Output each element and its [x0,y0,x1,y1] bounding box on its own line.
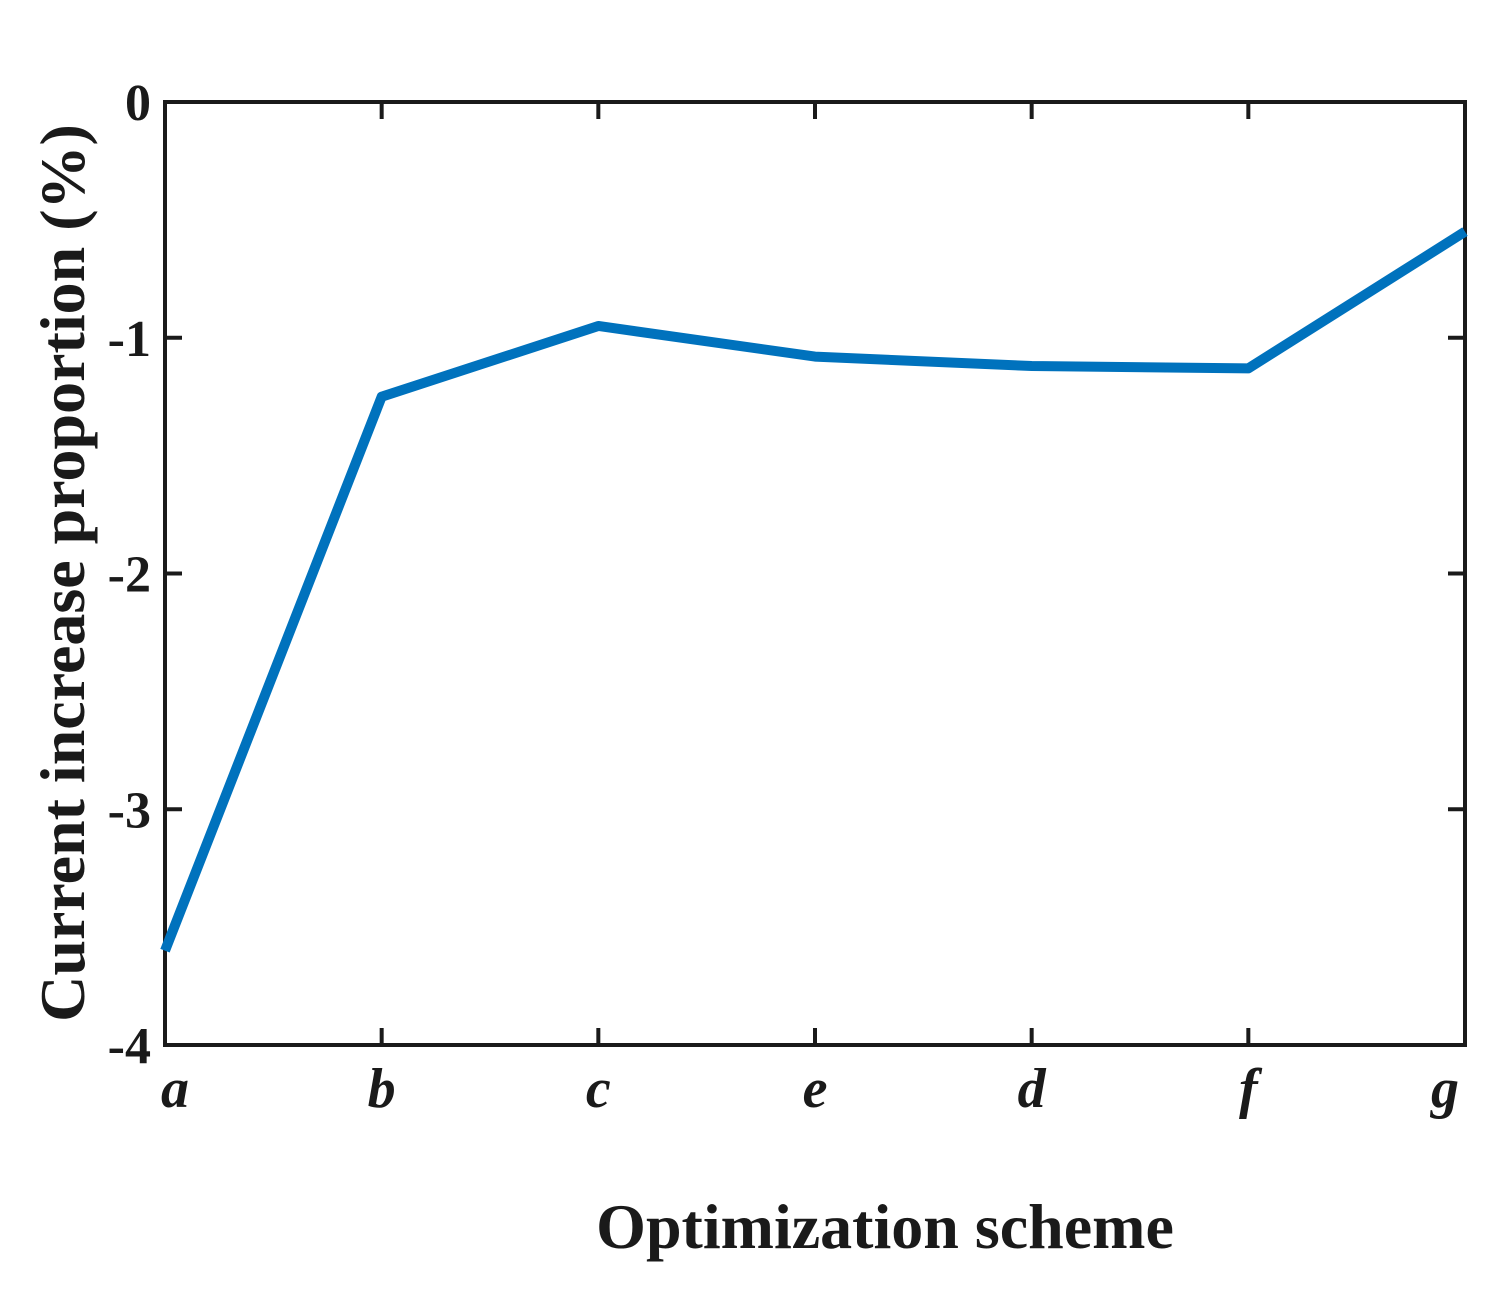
series-lines [165,232,1465,951]
y-tick-label: -3 [108,782,151,839]
y-tick-label: -4 [108,1018,151,1075]
x-axis-label: Optimization scheme [596,1191,1174,1262]
x-tick-label: c [586,1058,611,1120]
x-tick-label: g [1429,1058,1459,1120]
y-axis-label: Current increase proportion (%) [27,124,98,1022]
y-tick-label: 0 [125,75,151,132]
axes [165,102,1465,1045]
y-tick-label: -2 [108,547,151,604]
plot-frame [165,102,1465,1045]
x-tick-label: f [1239,1058,1263,1120]
y-tick-label: -1 [108,311,151,368]
x-tick-label: a [161,1058,189,1120]
x-tick-label: d [1018,1058,1047,1120]
series-line [165,232,1465,951]
x-tick-label: e [803,1058,828,1120]
x-tick-label: b [368,1058,396,1120]
